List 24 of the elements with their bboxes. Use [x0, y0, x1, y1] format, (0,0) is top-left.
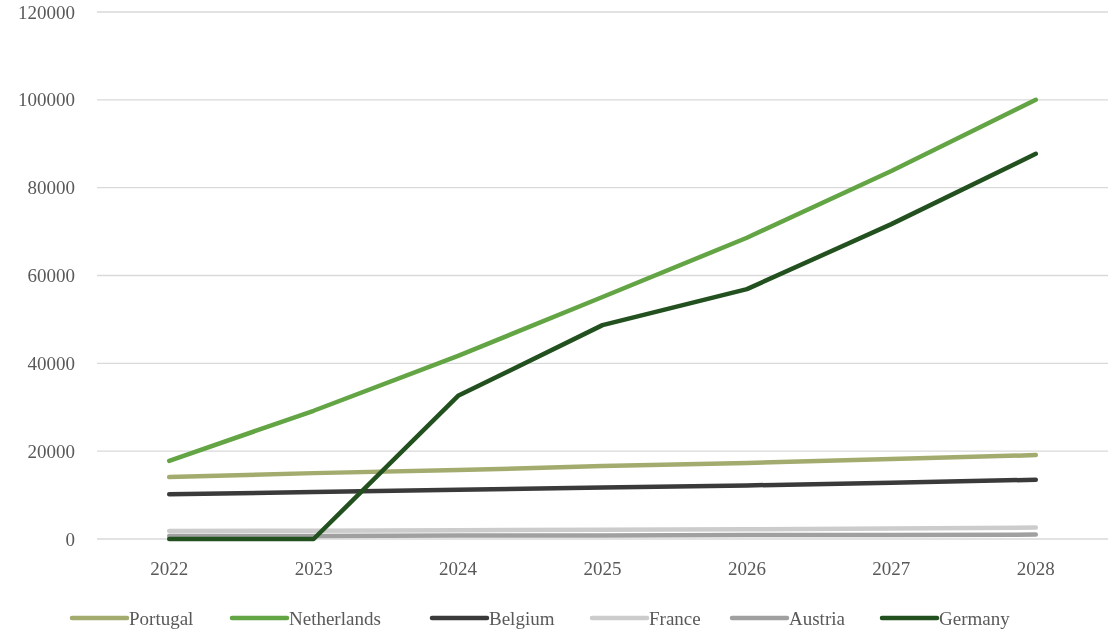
legend-label: Germany: [939, 607, 1011, 629]
line-series: [166, 477, 1039, 497]
line-series: [166, 151, 1039, 542]
y-tick-label: 0: [65, 528, 75, 550]
line-series: [166, 452, 1039, 480]
y-tick-label: 80000: [27, 177, 75, 199]
y-tick-label: 20000: [27, 440, 75, 462]
legend-label: Netherlands: [289, 607, 381, 629]
x-tick-label: 2027: [872, 558, 911, 579]
legend-label: France: [649, 607, 701, 629]
legend-label: Portugal: [129, 607, 194, 629]
x-tick-label: 2022: [150, 558, 189, 579]
legend-label: Austria: [789, 607, 846, 629]
y-tick-label: 40000: [27, 352, 75, 374]
x-tick-label: 2024: [439, 558, 478, 579]
legend-label: Belgium: [489, 607, 555, 629]
x-tick-label: 2025: [583, 558, 622, 579]
x-tick-label: 2028: [1016, 558, 1055, 579]
y-tick-label: 120000: [18, 1, 75, 23]
x-tick-label: 2023: [294, 558, 333, 579]
y-tick-label: 60000: [27, 265, 75, 287]
x-tick-label: 2026: [727, 558, 766, 579]
line-series: [166, 97, 1039, 464]
y-tick-label: 100000: [18, 89, 75, 111]
